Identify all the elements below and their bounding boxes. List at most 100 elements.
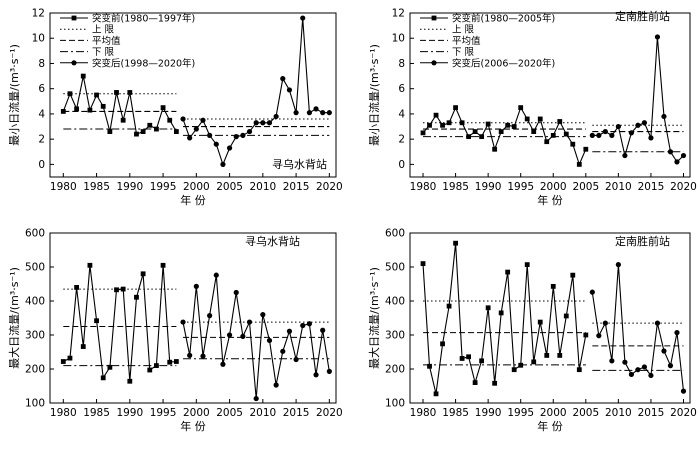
before-data-point [94,92,99,98]
before-series-line [62,75,177,135]
chart-panel-4: 1980 1985 1990 1995 2000 2005 2010 2015 2020 100 2… [367,228,697,434]
x-tick-label: 2010 [605,407,632,419]
after-data-point [200,117,206,123]
before-data-point [140,129,146,134]
before-data-point [485,121,491,127]
after-data-point [273,113,279,120]
y-tick-label: 200 [385,364,405,376]
before-data-point [466,134,472,140]
before-data-point [120,117,126,123]
x-tick-label: 2010 [605,181,632,193]
x-tick-label: 1995 [507,181,534,193]
y-tick-label: 8 [398,58,405,70]
legend-square-marker [71,15,77,21]
chart-panel-1: 1980 1985 1990 1995 2000 2005 2010 2015 2020 0 2 4 6… [7,8,343,208]
before-data-point [537,319,543,325]
y-tick-label: 10 [392,33,405,45]
x-tick-label: 2005 [572,181,599,193]
y-tick-label: 12 [32,8,45,20]
y-axis-label: 最大日流量/(m³·s⁻¹) [7,267,21,369]
y-tick-label: 6 [398,83,405,95]
y-tick-label: 500 [385,262,405,274]
x-tick-label: 1995 [150,407,177,419]
after-data-point [187,352,193,358]
chart-panel-2: 1980 1985 1990 1995 2000 2005 2010 2015 2020 0 2 4 6… [367,8,697,208]
before-series-line [63,265,177,382]
after-data-point [253,120,259,126]
after-data-point [226,145,233,151]
x-tick-label: 2005 [216,181,243,193]
after-data-point [286,87,293,93]
x-tick-label: 1985 [442,407,469,419]
after-data-point [654,34,661,40]
x-tick-label: 2020 [316,407,343,419]
before-data-point [479,358,485,364]
before-data-point [576,367,582,373]
before-data-point [544,139,550,145]
x-tick-label: 1990 [116,407,143,419]
after-data-point [266,120,273,126]
before-data-point [114,287,119,293]
after-data-point [648,135,654,141]
x-tick-label: 2020 [670,407,697,419]
before-data-point [67,91,73,97]
y-tick-label: 500 [25,262,45,274]
x-tick-label: 1990 [116,181,143,193]
before-data-point [433,391,439,397]
x-tick-label: 2015 [283,407,310,419]
legend-upper-label: 上 限 [92,25,115,36]
after-data-point [680,388,687,394]
after-data-point [602,320,608,326]
before-data-point [80,344,86,349]
after-data-point [648,372,654,379]
after-data-point [233,134,239,140]
y-tick-label: 8 [38,58,45,70]
after-data-point [628,371,634,378]
before-data-point [107,364,113,370]
before-data-point [107,129,113,134]
before-data-point [147,367,153,373]
after-data-point [326,368,332,374]
legend-after-label: 突变后(2006—2020年) [452,57,555,69]
before-data-point [563,313,569,319]
x-tick-label: 1980 [50,407,77,419]
after-data-point [313,372,319,378]
before-data-point [472,380,478,385]
before-data-point [427,363,432,369]
before-data-point [446,120,452,126]
after-data-point [187,135,193,141]
y-tick-label: 200 [25,364,45,376]
after-data-point [615,123,621,130]
before-data-point [511,367,517,373]
after-data-point [293,356,299,363]
after-data-point [193,283,199,289]
before-data-point [420,130,426,136]
before-data-point [453,105,458,111]
after-data-point [280,348,286,354]
plot-frame [49,12,337,178]
after-data-point [326,110,332,116]
before-data-point [459,120,465,126]
legend-before-label: 突变前(1980—2005年) [452,13,555,25]
after-data-point [661,348,667,354]
after-series-line [182,17,330,166]
before-data-point [87,262,93,268]
after-data-point [180,319,186,325]
after-data-point [609,132,615,138]
before-data-point [440,341,445,347]
before-data-point [446,303,452,309]
before-data-point [570,141,576,147]
legend-circle-marker [431,60,437,66]
x-tick-label: 2000 [183,181,210,193]
before-data-point [485,305,491,311]
after-data-point [180,116,186,122]
before-data-point [80,73,86,79]
x-tick-label: 2010 [249,181,276,193]
x-tick-label: 2000 [183,407,210,419]
before-data-point [160,105,166,111]
after-data-point [641,364,648,370]
after-series-line [592,36,684,163]
after-data-point [622,359,628,365]
before-data-point [127,378,133,384]
